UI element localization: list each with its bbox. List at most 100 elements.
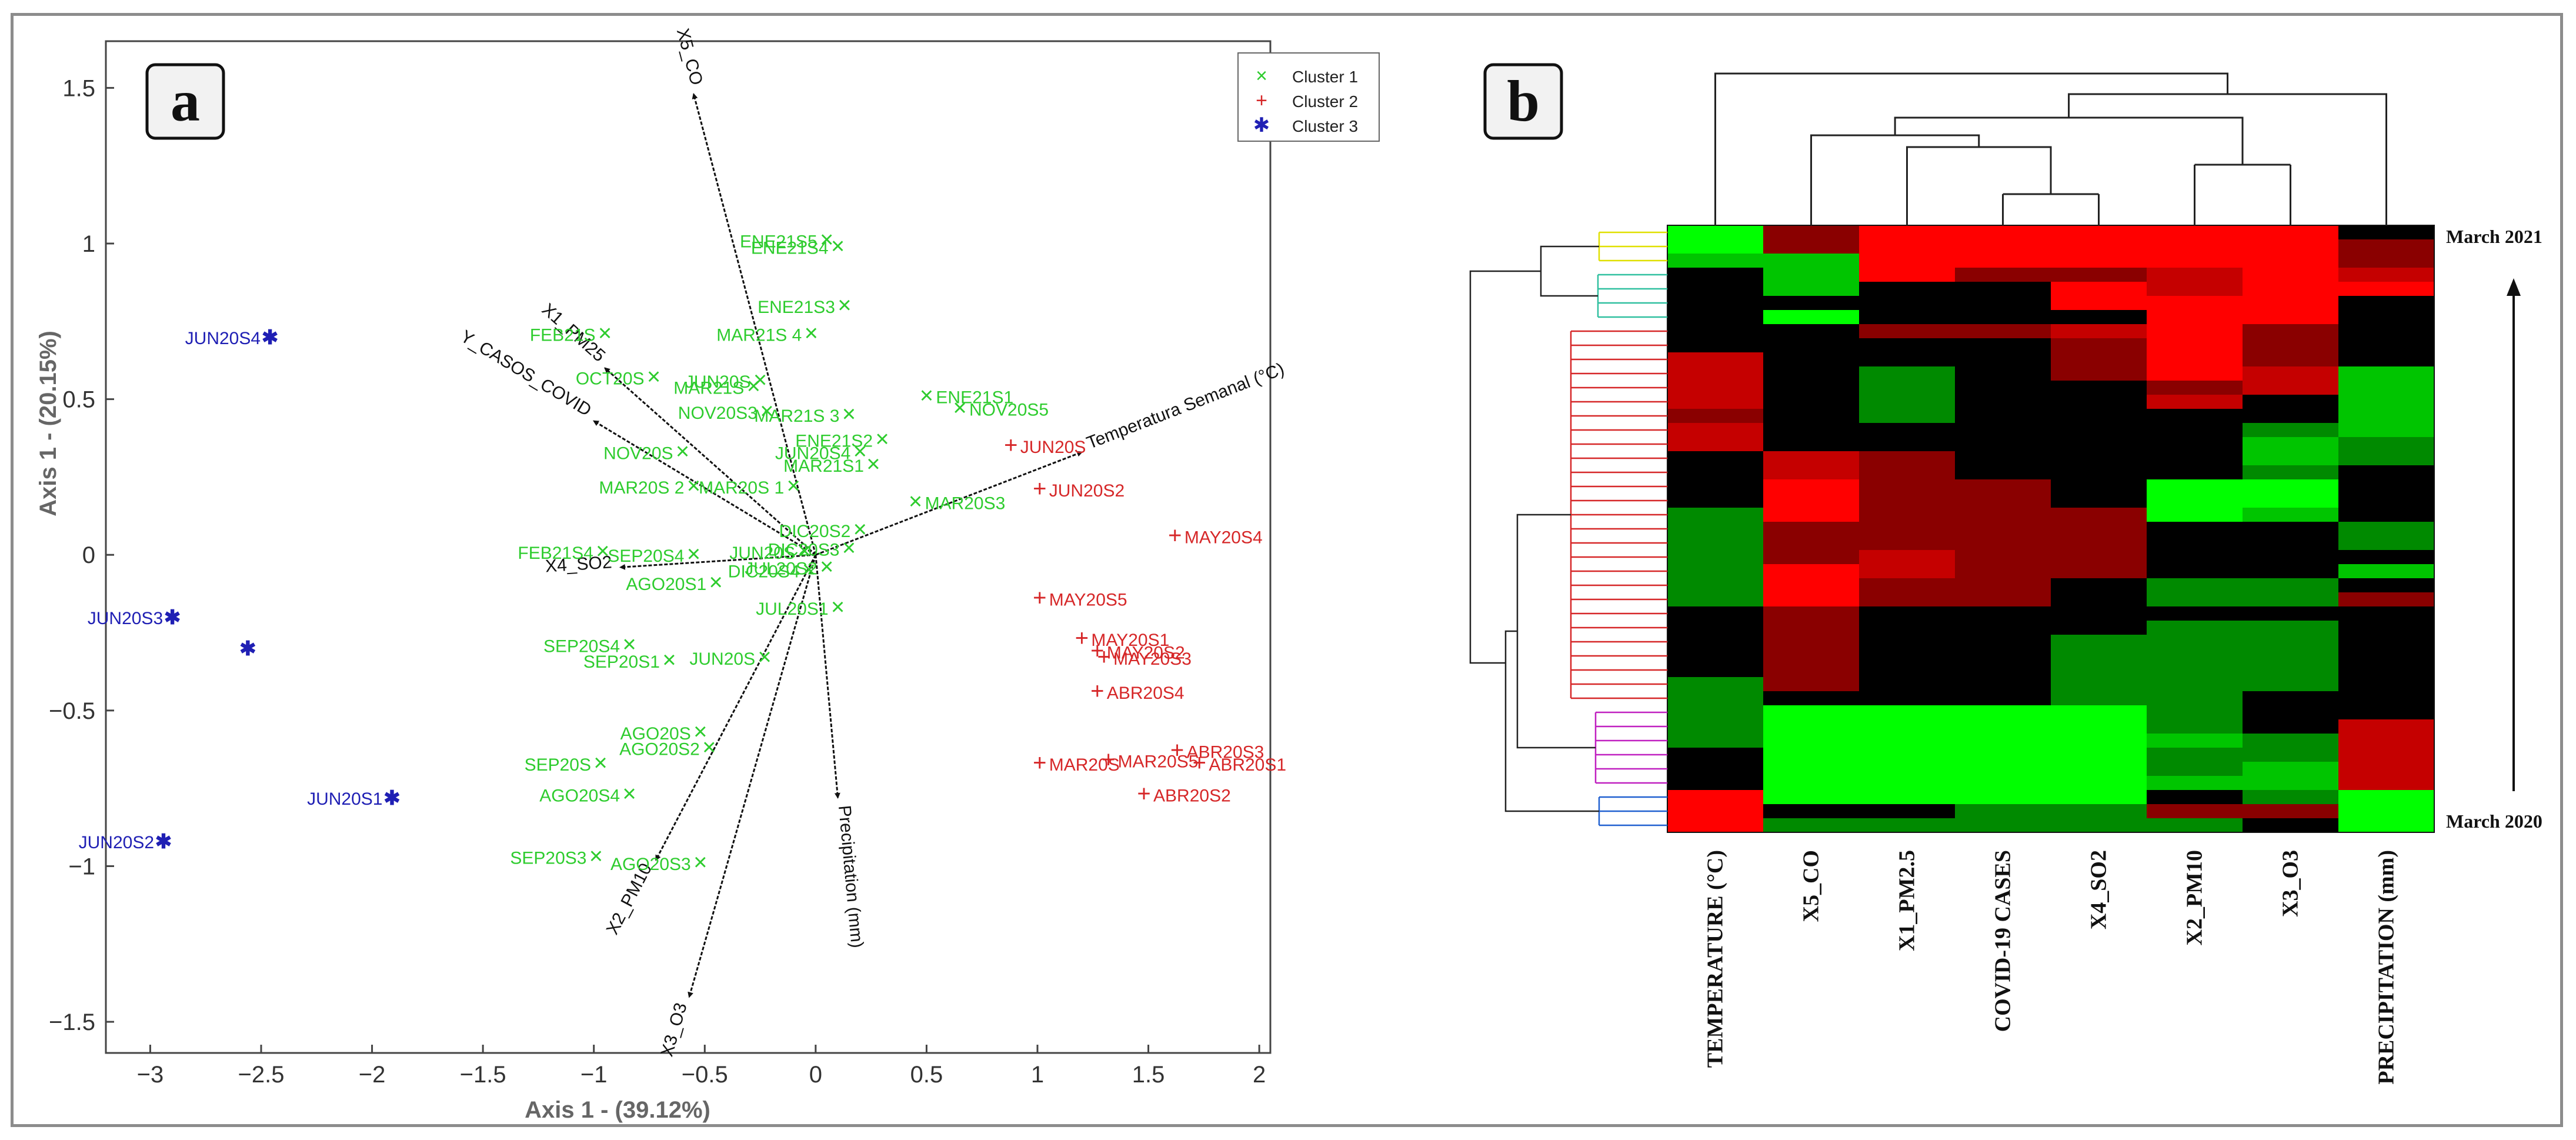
legend-label: Cluster 2 (1292, 92, 1358, 111)
heatmap-cell (2147, 395, 2243, 409)
heatmap-cell (2243, 494, 2339, 508)
heatmap-cell (2147, 522, 2243, 536)
heatmap-cell (2243, 268, 2339, 282)
point-label: MAR21S (673, 378, 744, 398)
vector-x3-o3 (688, 554, 817, 998)
heatmap-cell (1955, 338, 2051, 353)
point-marker: × (820, 554, 833, 579)
heatmap-cell (1955, 818, 2051, 833)
heatmap-cell (2243, 804, 2339, 819)
point-label: AGO20S3 (610, 855, 691, 874)
heatmap-cell (1763, 324, 1860, 339)
point-marker: × (820, 227, 833, 253)
heatmap-cell (1667, 776, 1764, 791)
legend-marker: + (1256, 89, 1267, 112)
heatmap-cell (1667, 564, 1764, 579)
heatmap-cell (2051, 409, 2147, 424)
heatmap-cell (2338, 522, 2435, 536)
heatmap-cell (1859, 254, 1956, 268)
heatmap-cell (2243, 282, 2339, 296)
point-label: AGO20S2 (619, 739, 700, 759)
heatmap-cell (1667, 762, 1764, 776)
x-tick-label: −0.5 (682, 1062, 728, 1088)
heatmap-cell (1955, 564, 2051, 579)
heatmap-cell (1859, 606, 1956, 621)
heatmap-cell (1763, 225, 1860, 240)
heatmap-cell (1763, 338, 1860, 353)
point-marker: ✱ (155, 831, 172, 853)
heatmap-cell (1763, 705, 1860, 720)
heatmap-cell (1763, 691, 1860, 706)
heatmap-cell (2338, 409, 2435, 424)
heatmap-cell (1667, 578, 1764, 593)
heatmap-cell (1667, 282, 1764, 296)
heatmap-cell (2338, 804, 2435, 819)
point-marker: × (853, 516, 867, 542)
point-marker: × (622, 632, 636, 658)
heatmap-cell (2338, 606, 2435, 621)
heatmap-cell (2243, 790, 2339, 805)
heatmap-cell (2051, 296, 2147, 311)
heatmap-cell (1955, 310, 2051, 325)
heatmap-cell (1763, 818, 1860, 833)
heatmap-cell (2243, 762, 2339, 776)
heatmap-cell (1667, 494, 1764, 508)
heatmap-cell (1667, 254, 1764, 268)
heatmap-cell (1763, 254, 1860, 268)
heatmap-cell (1955, 254, 2051, 268)
heatmap-cell (1763, 465, 1860, 480)
heatmap-cell (2051, 479, 2147, 494)
heatmap-cell (1955, 705, 2051, 720)
heatmap-cell (2147, 338, 2243, 353)
heatmap-cell (2147, 366, 2243, 381)
point-marker: + (1090, 638, 1104, 664)
y-axis-label: Axis 1 - (20.15%) (35, 331, 61, 516)
heatmap-cell (2147, 550, 2243, 565)
heatmap-cell (2051, 635, 2147, 649)
heatmap-cell (1763, 578, 1860, 593)
heatmap-cell (1859, 479, 1956, 494)
heatmap-cell (2243, 395, 2339, 409)
point-marker: × (853, 439, 867, 465)
point-marker: + (1137, 781, 1150, 807)
column-dendrogram-link (2068, 93, 2387, 225)
heatmap-cell (2243, 310, 2339, 325)
heatmap-cell (1667, 381, 1764, 395)
y-tick-label: 1.5 (62, 75, 95, 101)
heatmap-cell (1763, 437, 1860, 452)
heatmap-cell (1955, 239, 2051, 254)
heatmap-cell (2051, 225, 2147, 240)
column-label: X3_O3 (2278, 850, 2303, 917)
heatmap-cell (2051, 734, 2147, 748)
point-marker: × (805, 320, 818, 346)
legend (1237, 52, 1380, 142)
point-label: MAR20S (1049, 755, 1120, 775)
point-marker: × (702, 734, 716, 760)
y-tick-label: 1 (82, 231, 95, 257)
heatmap-cell (2147, 494, 2243, 508)
heatmap-cell (2147, 465, 2243, 480)
heatmap-cell (1955, 451, 2051, 466)
heatmap-cell (2338, 479, 2435, 494)
panel-b-badge (1483, 63, 1563, 140)
point-marker: × (798, 538, 811, 564)
heatmap-cell (2051, 606, 2147, 621)
vector-precipitation-mm (815, 555, 840, 799)
heatmap-cell (2338, 239, 2435, 254)
heatmap-cell (2147, 310, 2243, 325)
heatmap-cell (2051, 536, 2147, 551)
heatmap-cell (1667, 268, 1764, 282)
heatmap-cell (2338, 592, 2435, 607)
point-label: MAR20S3 (925, 494, 1006, 513)
heatmap-cell (2243, 522, 2339, 536)
heatmap-cell (2051, 381, 2147, 395)
heatmap-cell (2051, 338, 2147, 353)
heatmap-cell (2243, 479, 2339, 494)
heatmap-cell (1955, 677, 2051, 692)
heatmap-cell (1859, 578, 1956, 593)
heatmap-cell (1955, 352, 2051, 367)
heatmap-cell (1859, 564, 1956, 579)
heatmap-cell (1763, 310, 1860, 325)
heatmap-cell (1763, 804, 1860, 819)
point-label: MAY20S4 (1184, 528, 1263, 547)
